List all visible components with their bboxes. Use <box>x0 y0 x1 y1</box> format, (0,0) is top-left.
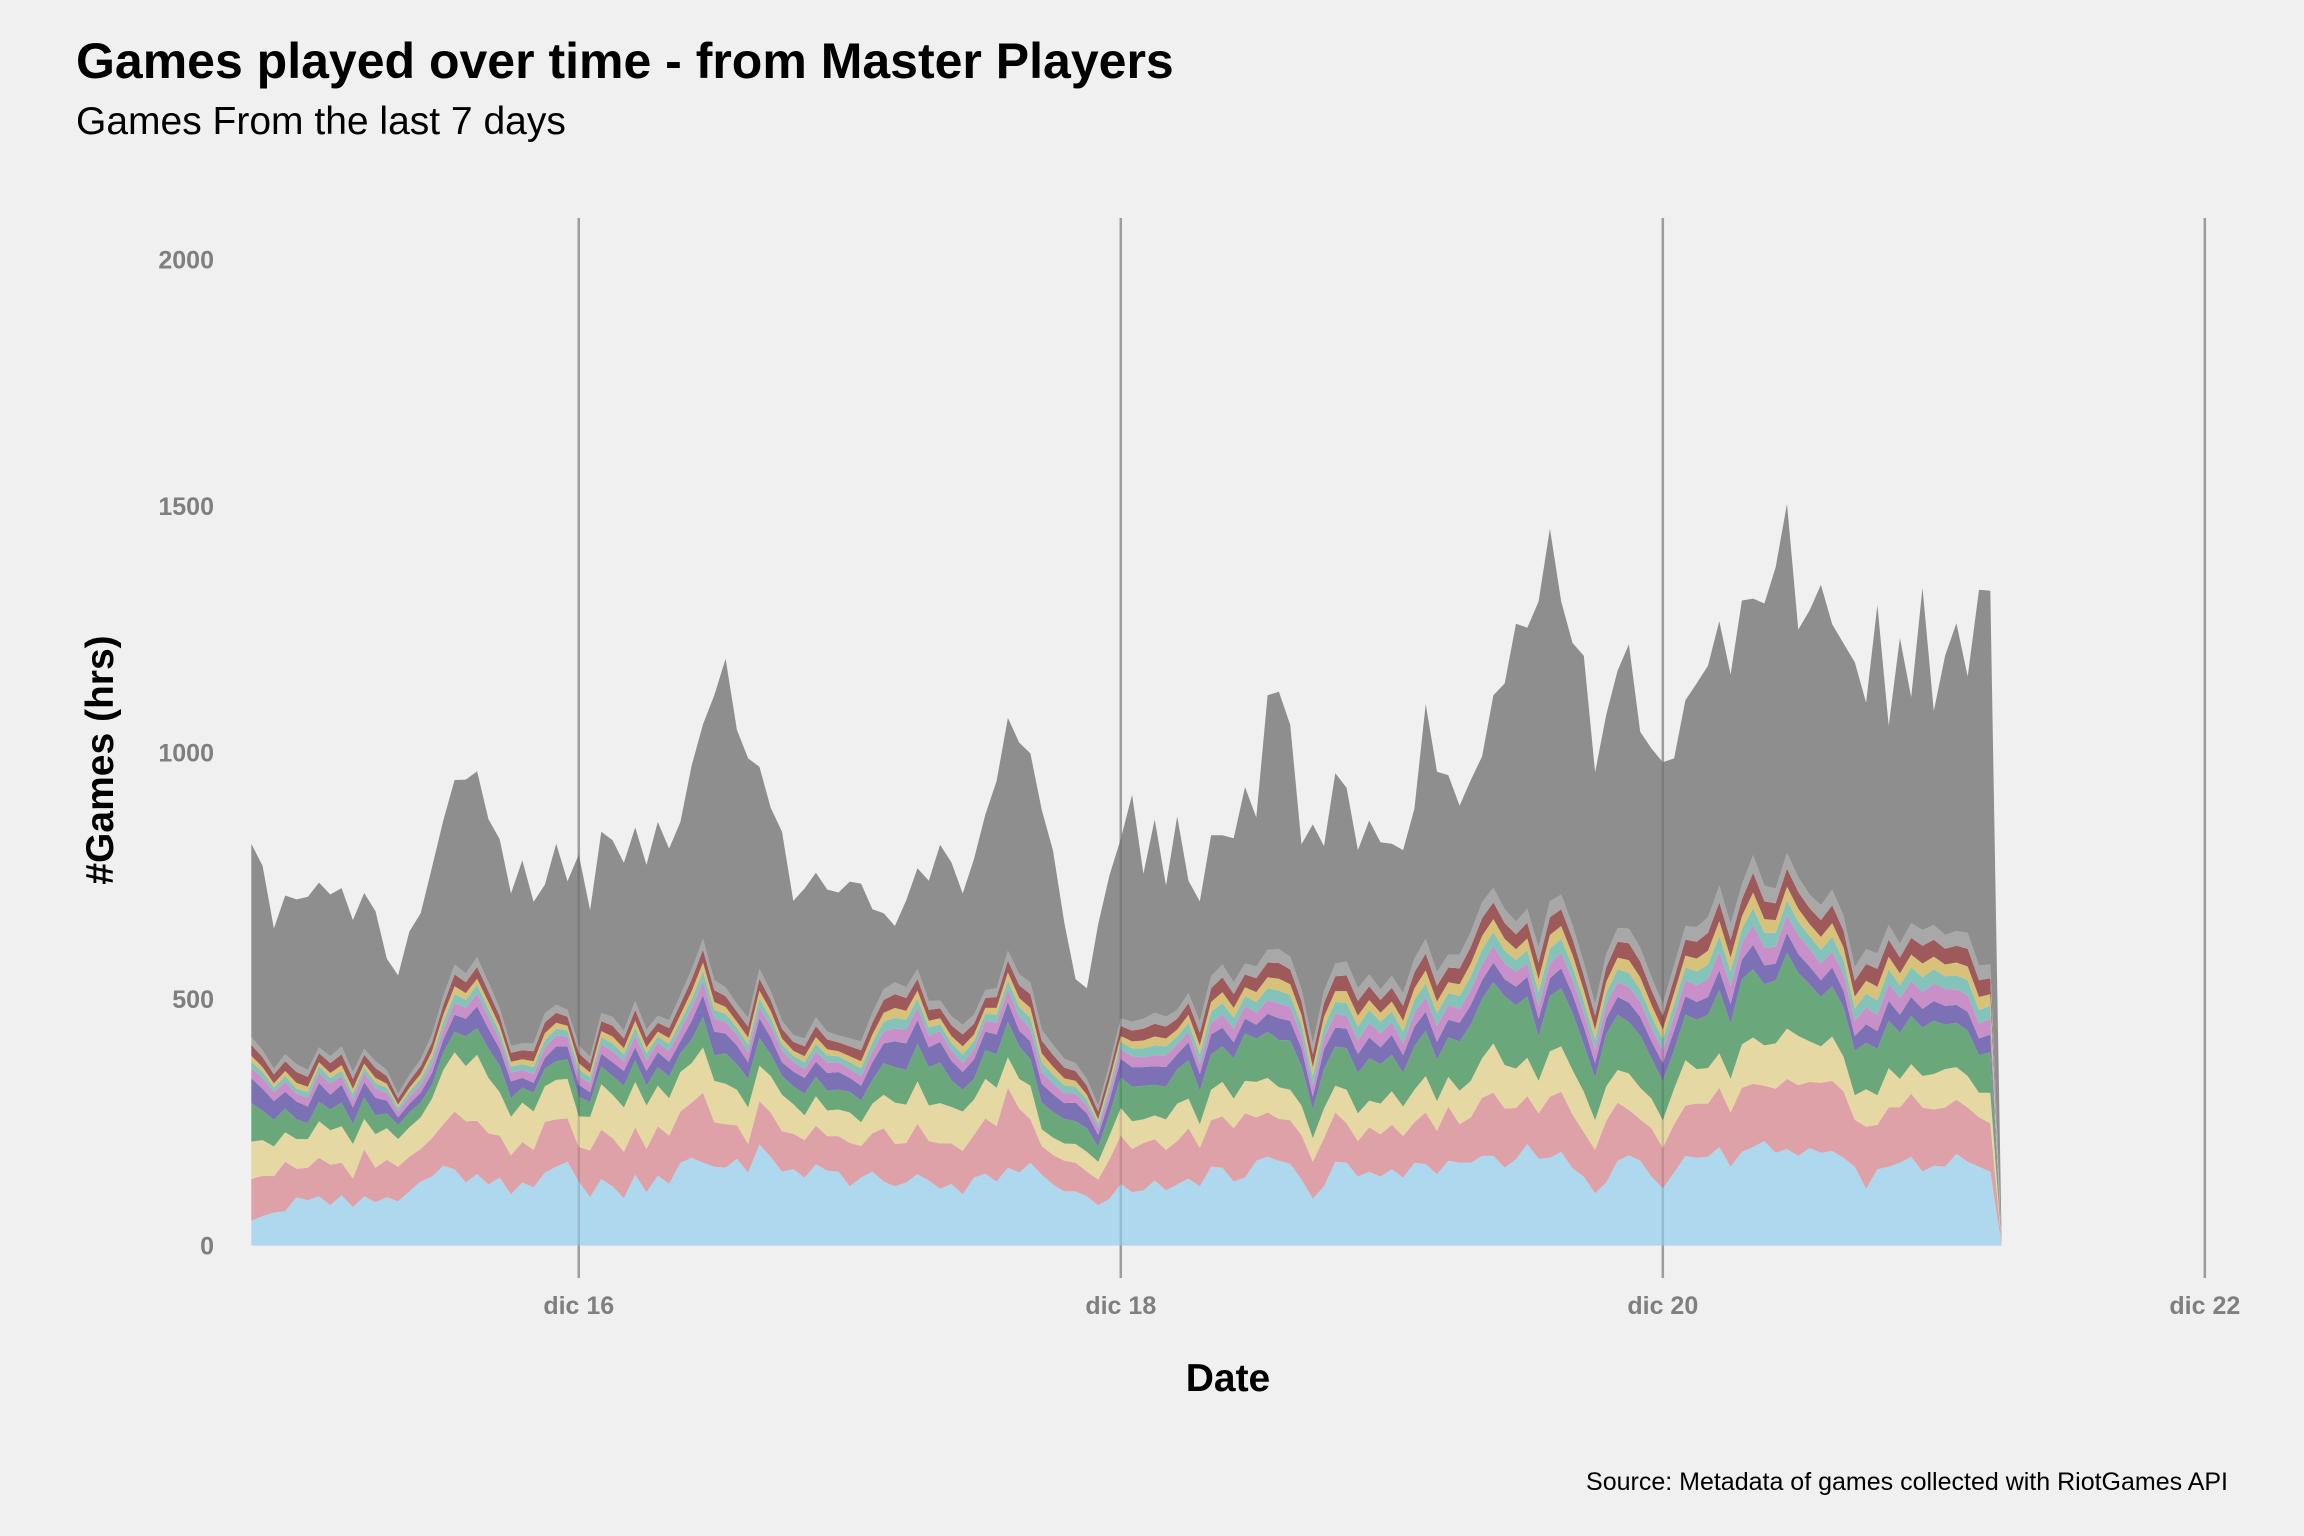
area-series-1 <box>251 1141 2002 1246</box>
area-series-4 <box>251 952 2002 1243</box>
y-tick-label: 0 <box>200 1233 214 1261</box>
stacked-areas <box>251 503 2002 1246</box>
area-series-3 <box>251 1028 2002 1244</box>
y-axis-title: #Games (hrs) <box>79 635 122 884</box>
y-tick-labels: 0 500 1000 1500 2000 <box>158 246 214 1260</box>
area-series-11 <box>251 503 2002 1239</box>
chart-subtitle: Games From the last 7 days <box>76 100 566 143</box>
area-series-2 <box>251 1078 2002 1245</box>
chart-title: Games played over time - from Master Pla… <box>76 33 1174 89</box>
chart-caption: Source: Metadata of games collected with… <box>1586 1468 2228 1496</box>
x-tick-label: dic 20 <box>1627 1292 1698 1320</box>
x-tick-label: dic 16 <box>543 1292 614 1320</box>
y-tick-label: 1000 <box>158 739 214 767</box>
x-axis-title: Date <box>1186 1357 1271 1400</box>
y-tick-label: 1500 <box>158 493 214 521</box>
y-tick-label: 500 <box>172 986 214 1014</box>
y-tick-label: 2000 <box>158 246 214 274</box>
x-tick-labels: dic 16 dic 18 dic 20 dic 22 <box>543 1292 2240 1320</box>
x-gridlines-front <box>577 218 2207 1278</box>
x-tick-label: dic 22 <box>2169 1292 2240 1320</box>
x-tick-label: dic 18 <box>1085 1292 1156 1320</box>
